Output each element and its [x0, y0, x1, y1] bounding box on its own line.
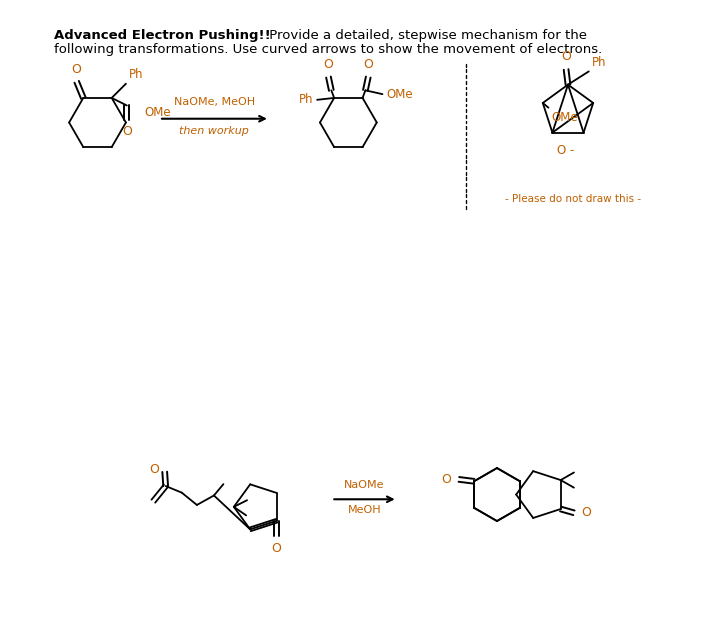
Text: O: O: [561, 50, 571, 63]
Text: O -: O -: [557, 144, 574, 157]
Text: OMe: OMe: [144, 106, 171, 119]
Text: Ph: Ph: [299, 93, 313, 106]
Text: MeOH: MeOH: [348, 505, 381, 515]
Text: OMe: OMe: [386, 88, 413, 101]
Text: NaOMe, MeOH: NaOMe, MeOH: [174, 98, 255, 108]
Text: O: O: [272, 541, 282, 554]
Text: Provide a detailed, stepwise mechanism for the: Provide a detailed, stepwise mechanism f…: [265, 29, 587, 42]
Text: Ph: Ph: [129, 68, 143, 81]
Text: following transformations. Use curved arrows to show the movement of electrons.: following transformations. Use curved ar…: [54, 43, 602, 56]
Text: - Please do not draw this -: - Please do not draw this -: [505, 195, 641, 205]
Text: Advanced Electron Pushing!!: Advanced Electron Pushing!!: [54, 29, 271, 42]
Text: O: O: [122, 125, 132, 138]
Text: OMe: OMe: [551, 111, 578, 124]
Text: O: O: [581, 506, 592, 519]
Text: O: O: [323, 59, 333, 72]
Text: NaOMe: NaOMe: [344, 480, 385, 490]
Text: Ph: Ph: [592, 56, 606, 69]
Text: O: O: [149, 464, 159, 476]
Text: O: O: [442, 473, 451, 486]
Text: then workup: then workup: [179, 126, 250, 137]
Text: O: O: [71, 63, 81, 76]
Text: O: O: [364, 59, 373, 72]
